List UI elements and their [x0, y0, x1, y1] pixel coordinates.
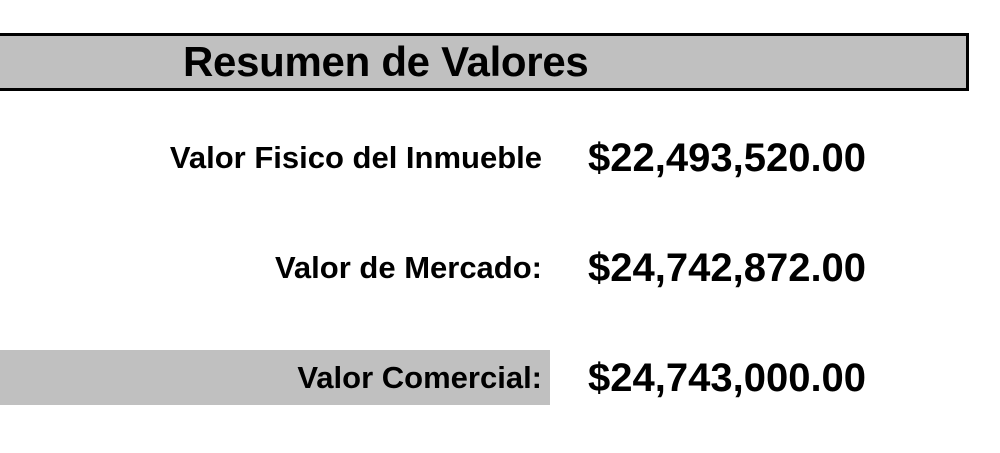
physical-value-row: Valor Fisico del Inmueble $22,493,520.00	[0, 130, 1000, 186]
market-value-amount: $24,742,872.00	[588, 246, 867, 290]
summary-header: Resumen de Valores	[0, 33, 969, 91]
physical-value-label: Valor Fisico del Inmueble	[169, 140, 542, 175]
physical-value-amount: $22,493,520.00	[588, 136, 867, 180]
market-value-row: Valor de Mercado: $24,742,872.00	[0, 240, 1000, 296]
commercial-value-row: Valor Comercial: $24,743,000.00	[0, 350, 1000, 406]
commercial-value-amount: $24,743,000.00	[588, 356, 867, 400]
market-value-label: Valor de Mercado:	[274, 250, 542, 285]
summary-title: Resumen de Valores	[183, 38, 589, 85]
commercial-value-highlight	[0, 350, 550, 405]
commercial-value-label: Valor Comercial:	[297, 360, 542, 395]
